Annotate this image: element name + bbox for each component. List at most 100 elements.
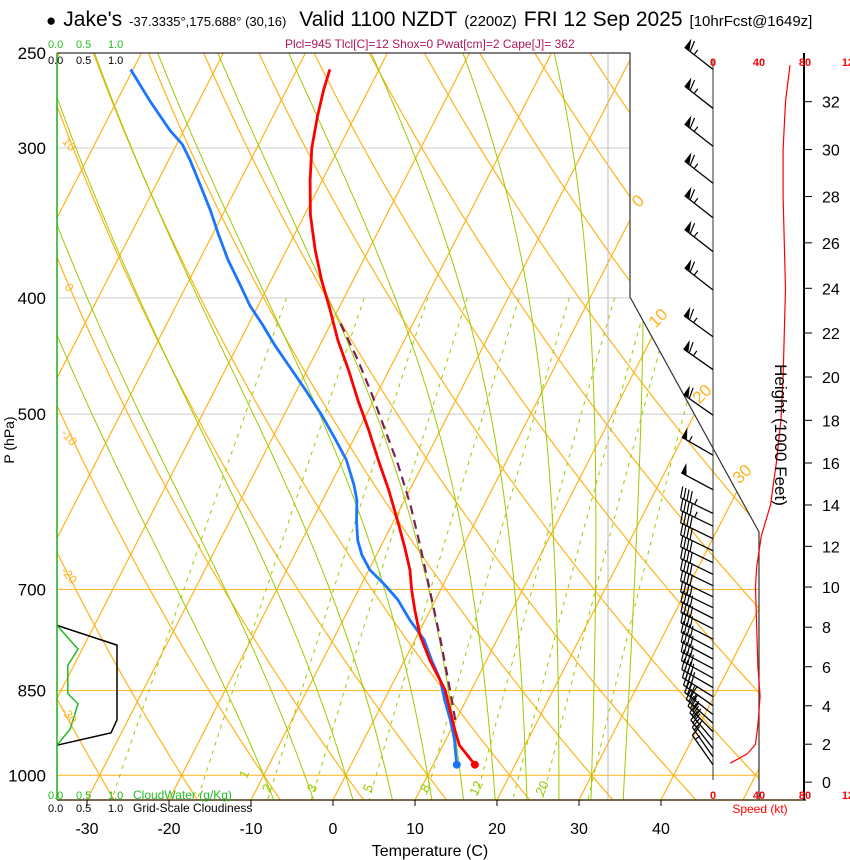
wind-barb-feather — [686, 514, 690, 527]
wind-barb-feather — [689, 625, 694, 638]
wind-barb-staff — [684, 46, 714, 70]
wind-barb-feather — [689, 551, 693, 564]
wind-barb-feather — [686, 502, 690, 514]
wind-barb-feather — [687, 695, 695, 707]
wind-speed-profile — [730, 65, 791, 764]
wind-barb — [680, 499, 714, 527]
wind-barb-feather — [686, 643, 691, 656]
cloudiness-legend-label: Grid-Scale Cloudiness — [133, 801, 252, 815]
moist-adiabat-line — [548, 53, 597, 800]
wind-barb-feather — [689, 261, 696, 273]
wind-barb-feather — [689, 585, 693, 597]
temperature-tick-label: -30 — [75, 821, 98, 838]
wind-barb-feather — [689, 222, 696, 234]
wind-barb-feather — [686, 614, 691, 627]
cloud-scale-label: 1.0 — [108, 803, 123, 815]
wind-barb-feather — [686, 593, 691, 606]
mixing-ratio-line — [473, 297, 616, 800]
height-tick-label: 4 — [822, 699, 831, 716]
dry-adiabat-line — [466, 53, 759, 800]
speed-tick-label-top: 0 — [710, 57, 716, 69]
wind-barb-half-feather — [692, 686, 698, 693]
wind-barb — [684, 38, 714, 70]
cloudiness-profile — [56, 624, 118, 746]
wind-barb-feather — [680, 486, 684, 498]
wind-barb-feather — [680, 611, 684, 623]
wind-barb-feather — [688, 308, 695, 320]
wind-barb-feather — [689, 685, 696, 697]
temperature-tick-label: -10 — [239, 821, 262, 838]
mixing-ratio-label: 12 — [466, 778, 486, 797]
wind-barb-feather — [683, 651, 688, 663]
wind-barb-feather — [683, 592, 687, 604]
height-tick-label: 20 — [822, 370, 840, 387]
wind-barb-feather — [683, 622, 688, 635]
wind-barb-staff — [691, 734, 714, 766]
wind-barb-half-feather — [694, 511, 698, 518]
height-tick-label: 30 — [822, 143, 840, 160]
wind-barb — [680, 463, 714, 491]
wind-barb-feather — [680, 620, 685, 633]
isotherm-line — [57, 53, 388, 800]
dry-adiabat-line — [139, 53, 619, 800]
wind-barb-staff — [683, 684, 714, 707]
wind-barb-feather — [689, 79, 696, 91]
cloud-scale-label: 0.5 — [76, 55, 91, 67]
wind-barb-feather — [680, 547, 684, 559]
wind-barb-feather — [686, 604, 691, 616]
height-tick-label: 22 — [822, 326, 840, 343]
cloud-scale-label: 1.0 — [108, 55, 123, 67]
isotherm-line — [250, 53, 634, 800]
wind-barb-flag — [681, 427, 688, 441]
surface-temperature-dot — [470, 760, 479, 769]
wind-barb-feather — [686, 683, 693, 695]
moist-adiabat-line — [148, 53, 434, 800]
speed-axis-title: Speed (kt) — [732, 802, 787, 816]
wind-barb-feather — [686, 572, 690, 585]
wind-barb-feather — [680, 558, 684, 571]
wind-barb-feather — [683, 582, 687, 594]
wind-barb-flag — [684, 186, 692, 200]
mixing-ratio-line — [510, 297, 649, 800]
speed-tick-label-top: 120 — [842, 57, 850, 69]
height-tick-label: 2 — [822, 737, 831, 754]
height-axis-title: Height (1000 Feet) — [771, 364, 790, 506]
wind-barb-half-feather — [692, 350, 698, 357]
pressure-tick-label: 500 — [18, 405, 46, 424]
speed-tick-label-bottom: 120 — [842, 790, 850, 802]
station-name: Jake's — [63, 8, 123, 31]
wind-barb-staff — [680, 509, 714, 527]
utc-time: (2200Z) — [464, 13, 517, 30]
wind-barb-feather — [693, 720, 703, 731]
dry-adiabat-line — [248, 53, 759, 800]
cloud-scale-label: 1.0 — [108, 790, 123, 802]
wind-barb-feather — [686, 538, 690, 551]
wind-barb-feather — [689, 189, 696, 201]
pressure-tick-label: 1000 — [8, 766, 46, 785]
wind-barb-staff — [683, 348, 714, 371]
wind-barb-feather — [689, 516, 693, 528]
moist-adiabat-line — [57, 53, 356, 800]
wind-barb-feather — [689, 528, 693, 540]
wind-barb-feather — [689, 154, 696, 166]
wind-barb-half-feather — [693, 317, 698, 324]
wind-barb-feather — [680, 569, 684, 582]
wind-barb-feather — [686, 489, 690, 501]
wind-barb-staff — [680, 497, 714, 515]
mixing-ratio-label: 3 — [304, 782, 321, 795]
temperature-line — [308, 68, 476, 766]
wind-barb-feather — [682, 674, 688, 686]
wind-barb-staff — [684, 228, 714, 253]
wind-barb-staff — [681, 668, 714, 689]
wind-barb-feather — [683, 548, 687, 561]
wind-barb-staff — [683, 315, 714, 338]
wind-barb — [684, 77, 714, 109]
wind-barb-feather — [683, 613, 687, 625]
wind-barb-staff — [684, 160, 714, 184]
x-axis-title: Temperature (C) — [372, 843, 488, 860]
wind-barb — [691, 718, 714, 758]
mixing-ratio-line — [540, 297, 675, 800]
wind-barb-feather — [680, 630, 685, 643]
isotherm-label: 20 — [689, 381, 716, 408]
